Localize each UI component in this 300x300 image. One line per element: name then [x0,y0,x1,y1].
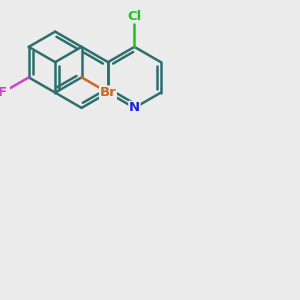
Text: F: F [0,86,7,99]
Text: N: N [129,101,140,114]
Text: Cl: Cl [127,10,142,23]
Text: Br: Br [100,86,116,99]
